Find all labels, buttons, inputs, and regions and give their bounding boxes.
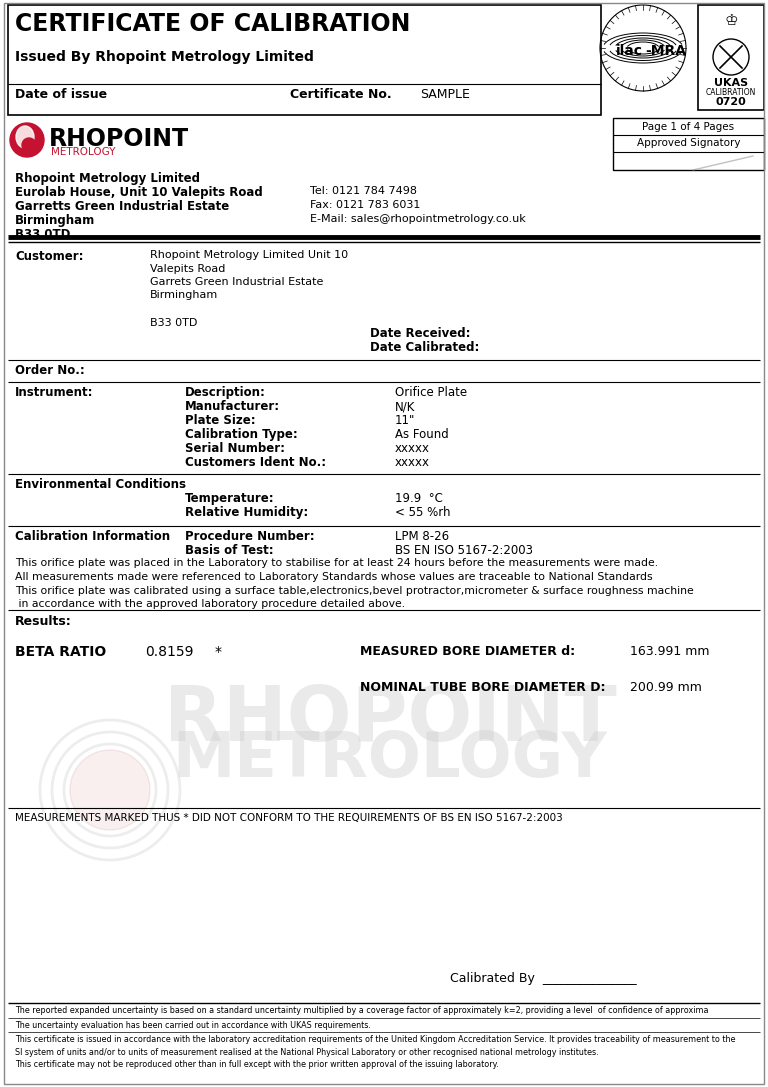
Text: B33 0TD: B33 0TD xyxy=(150,317,197,327)
Text: Calibration Type:: Calibration Type: xyxy=(185,428,298,441)
Text: As Found: As Found xyxy=(395,428,449,441)
Text: Relative Humidity:: Relative Humidity: xyxy=(185,507,308,518)
Text: Fax: 0121 783 6031: Fax: 0121 783 6031 xyxy=(310,200,420,210)
Text: Birmingham: Birmingham xyxy=(15,214,95,227)
Text: Date Calibrated:: Date Calibrated: xyxy=(370,341,479,354)
Text: xxxxx: xxxxx xyxy=(395,457,430,468)
Text: Date Received:: Date Received: xyxy=(370,327,471,340)
Text: B33 0TD: B33 0TD xyxy=(15,228,71,241)
Text: Temperature:: Temperature: xyxy=(185,492,275,505)
Ellipse shape xyxy=(70,750,150,830)
Text: Garrets Green Industrial Estate: Garrets Green Industrial Estate xyxy=(150,277,323,287)
Text: Rhopoint Metrology Limited: Rhopoint Metrology Limited xyxy=(15,172,200,185)
Text: Orifice Plate: Orifice Plate xyxy=(395,386,467,399)
Text: This certificate may not be reproduced other than in full except with the prior : This certificate may not be reproduced o… xyxy=(15,1060,498,1069)
Text: Results:: Results: xyxy=(15,615,71,628)
Text: LPM 8-26: LPM 8-26 xyxy=(395,530,449,544)
Text: Issued By Rhopoint Metrology Limited: Issued By Rhopoint Metrology Limited xyxy=(15,50,314,64)
Text: All measurements made were referenced to Laboratory Standards whose values are t: All measurements made were referenced to… xyxy=(15,572,653,582)
Ellipse shape xyxy=(22,138,36,152)
Text: BETA RATIO: BETA RATIO xyxy=(15,645,106,659)
Text: This orifice plate was placed in the Laboratory to stabilise for at least 24 hou: This orifice plate was placed in the Lab… xyxy=(15,558,658,569)
Text: Birmingham: Birmingham xyxy=(150,290,218,300)
Text: METROLOGY: METROLOGY xyxy=(173,730,607,790)
Text: This orifice plate was calibrated using a surface table,electronics,bevel protra: This orifice plate was calibrated using … xyxy=(15,586,694,596)
Text: Basis of Test:: Basis of Test: xyxy=(185,544,273,557)
Text: UKAS: UKAS xyxy=(714,78,748,88)
Text: 163.991 mm: 163.991 mm xyxy=(630,645,710,658)
Text: 0720: 0720 xyxy=(716,97,746,107)
Text: CALIBRATION: CALIBRATION xyxy=(706,88,756,97)
Ellipse shape xyxy=(10,123,44,157)
Text: 0.8159: 0.8159 xyxy=(145,645,194,659)
Text: Approved Signatory: Approved Signatory xyxy=(637,138,740,148)
Text: 11": 11" xyxy=(395,414,415,427)
Text: Page 1 of 4 Pages: Page 1 of 4 Pages xyxy=(643,122,734,132)
Text: N/K: N/K xyxy=(395,400,415,413)
Text: The reported expanded uncertainty is based on a standard uncertainty multiplied : The reported expanded uncertainty is bas… xyxy=(15,1005,709,1015)
Text: Environmental Conditions: Environmental Conditions xyxy=(15,478,186,491)
Text: Valepits Road: Valepits Road xyxy=(150,263,225,274)
Text: ♔: ♔ xyxy=(724,13,738,28)
Text: Eurolab House, Unit 10 Valepits Road: Eurolab House, Unit 10 Valepits Road xyxy=(15,186,263,199)
Text: E-Mail: sales@rhopointmetrology.co.uk: E-Mail: sales@rhopointmetrology.co.uk xyxy=(310,214,526,224)
Text: Date of issue: Date of issue xyxy=(15,88,107,101)
Text: Customers Ident No.:: Customers Ident No.: xyxy=(185,457,326,468)
Text: Customer:: Customer: xyxy=(15,250,84,263)
Text: Instrument:: Instrument: xyxy=(15,386,94,399)
Text: Garretts Green Industrial Estate: Garretts Green Industrial Estate xyxy=(15,200,230,213)
Text: xxxxx: xxxxx xyxy=(395,442,430,455)
Bar xyxy=(698,5,764,110)
Text: NOMINAL TUBE BORE DIAMETER D:: NOMINAL TUBE BORE DIAMETER D: xyxy=(360,680,605,694)
Text: Calibrated By  _______________: Calibrated By _______________ xyxy=(450,972,637,985)
Text: Procedure Number:: Procedure Number: xyxy=(185,530,315,544)
Text: < 55 %rh: < 55 %rh xyxy=(395,507,451,518)
Text: SAMPLE: SAMPLE xyxy=(420,88,470,101)
Text: Calibration Information: Calibration Information xyxy=(15,530,170,544)
Text: SI system of units and/or to units of measurement realised at the National Physi: SI system of units and/or to units of me… xyxy=(15,1048,598,1057)
Text: MEASUREMENTS MARKED THUS * DID NOT CONFORM TO THE REQUIREMENTS OF BS EN ISO 5167: MEASUREMENTS MARKED THUS * DID NOT CONFO… xyxy=(15,813,563,823)
Text: Rhopoint Metrology Limited Unit 10: Rhopoint Metrology Limited Unit 10 xyxy=(150,250,348,260)
Text: Manufacturer:: Manufacturer: xyxy=(185,400,280,413)
Text: Tel: 0121 784 7498: Tel: 0121 784 7498 xyxy=(310,186,417,196)
Text: Order No.:: Order No.: xyxy=(15,364,84,377)
Text: This certificate is issued in accordance with the laboratory accreditation requi: This certificate is issued in accordance… xyxy=(15,1035,736,1044)
Text: Plate Size:: Plate Size: xyxy=(185,414,256,427)
Text: RHOPOINT: RHOPOINT xyxy=(49,127,189,151)
Text: -MRA: -MRA xyxy=(645,43,686,58)
Text: CERTIFICATE OF CALIBRATION: CERTIFICATE OF CALIBRATION xyxy=(15,12,410,36)
Text: METROLOGY: METROLOGY xyxy=(51,147,115,157)
Text: 200.99 mm: 200.99 mm xyxy=(630,680,702,694)
Bar xyxy=(613,118,764,170)
Text: ilac: ilac xyxy=(616,43,643,58)
Text: in accordance with the approved laboratory procedure detailed above.: in accordance with the approved laborato… xyxy=(15,599,406,609)
Text: Certificate No.: Certificate No. xyxy=(290,88,392,101)
Text: RHOPOINT: RHOPOINT xyxy=(164,683,617,757)
Text: *: * xyxy=(215,645,222,659)
Text: MEASURED BORE DIAMETER d:: MEASURED BORE DIAMETER d: xyxy=(360,645,575,658)
Text: The uncertainty evaluation has been carried out in accordance with UKAS requirem: The uncertainty evaluation has been carr… xyxy=(15,1021,371,1030)
Text: BS EN ISO 5167-2:2003: BS EN ISO 5167-2:2003 xyxy=(395,544,533,557)
Text: 19.9  °C: 19.9 °C xyxy=(395,492,443,505)
Text: Description:: Description: xyxy=(185,386,266,399)
Ellipse shape xyxy=(16,126,34,148)
Bar xyxy=(8,5,601,115)
Text: Serial Number:: Serial Number: xyxy=(185,442,285,455)
